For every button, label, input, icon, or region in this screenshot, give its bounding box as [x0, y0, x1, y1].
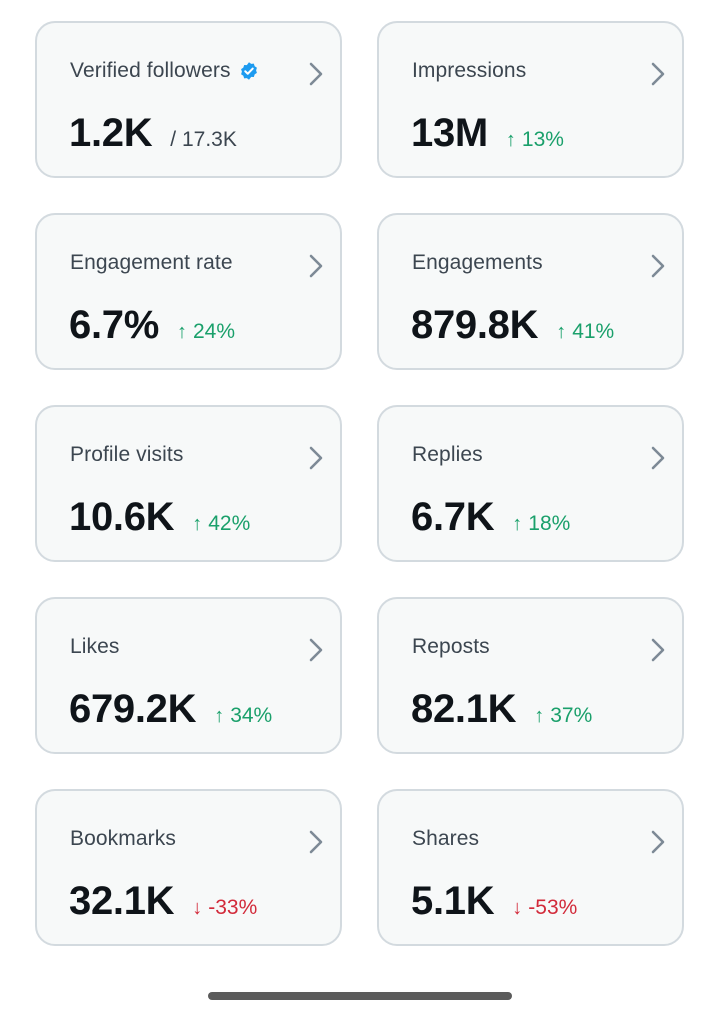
- card-label: Replies: [412, 443, 483, 466]
- card-value: 10.6K: [69, 495, 175, 539]
- chevron-right-icon[interactable]: [650, 61, 666, 87]
- card-delta: ↓ -33%: [192, 896, 257, 920]
- card-delta: ↑ 41%: [556, 320, 614, 344]
- card-value-row: 10.6K ↑ 42%: [69, 495, 250, 540]
- card-delta: ↑ 18%: [512, 512, 570, 536]
- card-label: Shares: [412, 827, 480, 850]
- arrow-up-icon: ↑: [192, 513, 203, 535]
- card-verified-followers[interactable]: Verified followers 1.2K / 17.3K: [35, 21, 342, 178]
- chevron-right-icon[interactable]: [650, 253, 666, 279]
- card-impressions[interactable]: Impressions 13M ↑ 13%: [377, 21, 684, 178]
- card-delta: ↑ 24%: [177, 320, 235, 344]
- card-value: 679.2K: [69, 687, 197, 731]
- card-value: 6.7%: [69, 303, 159, 347]
- arrow-up-icon: ↑: [176, 321, 187, 343]
- card-value: 32.1K: [69, 879, 175, 923]
- chevron-right-icon[interactable]: [308, 253, 324, 279]
- card-value-row: 5.1K ↓ -53%: [411, 879, 577, 924]
- card-label: Engagements: [412, 251, 543, 274]
- card-value-row: 879.8K ↑ 41%: [411, 303, 614, 348]
- card-engagement-rate[interactable]: Engagement rate 6.7% ↑ 24%: [35, 213, 342, 370]
- card-delta-text: 18%: [528, 512, 571, 535]
- card-label: Verified followers: [70, 59, 231, 82]
- card-delta: ↑ 34%: [214, 704, 272, 728]
- chevron-right-icon[interactable]: [650, 829, 666, 855]
- arrow-down-icon: ↓: [192, 897, 203, 919]
- card-label: Reposts: [412, 635, 490, 658]
- card-delta: ↑ 42%: [192, 512, 250, 536]
- card-delta-text: 37%: [550, 704, 593, 727]
- card-value-row: 679.2K ↑ 34%: [69, 687, 272, 732]
- card-likes[interactable]: Likes 679.2K ↑ 34%: [35, 597, 342, 754]
- card-label: Bookmarks: [70, 827, 176, 850]
- card-delta: ↑ 13%: [506, 128, 564, 152]
- card-label: Likes: [70, 635, 120, 658]
- card-delta-text: 41%: [572, 320, 615, 343]
- card-value-row: 32.1K ↓ -33%: [69, 879, 257, 924]
- card-replies[interactable]: Replies 6.7K ↑ 18%: [377, 405, 684, 562]
- chevron-right-icon[interactable]: [308, 829, 324, 855]
- card-label: Engagement rate: [70, 251, 233, 274]
- card-delta: ↑ 37%: [534, 704, 592, 728]
- card-value: 5.1K: [411, 879, 495, 923]
- card-value-row: 6.7K ↑ 18%: [411, 495, 570, 540]
- card-bookmarks[interactable]: Bookmarks 32.1K ↓ -33%: [35, 789, 342, 946]
- arrow-up-icon: ↑: [214, 705, 225, 727]
- card-label: Impressions: [412, 59, 527, 82]
- card-delta-text: -53%: [528, 896, 578, 919]
- card-value: 13M: [411, 111, 488, 155]
- chevron-right-icon[interactable]: [308, 637, 324, 663]
- card-label: Profile visits: [70, 443, 184, 466]
- card-delta-text: 24%: [192, 320, 236, 343]
- verified-badge-icon: [240, 62, 257, 80]
- card-delta-text: -33%: [208, 896, 258, 919]
- card-shares[interactable]: Shares 5.1K ↓ -53%: [377, 789, 684, 946]
- chevron-right-icon[interactable]: [308, 61, 324, 87]
- card-value-row: 82.1K ↑ 37%: [411, 687, 592, 732]
- home-indicator[interactable]: [208, 992, 512, 1000]
- card-delta-text: 34%: [230, 704, 273, 727]
- card-delta-text: 42%: [208, 512, 251, 535]
- card-value-row: 6.7% ↑ 24%: [69, 303, 235, 348]
- arrow-up-icon: ↑: [512, 513, 523, 535]
- card-value: 6.7K: [411, 495, 495, 539]
- card-sub-total: / 17.3K: [170, 128, 237, 151]
- card-profile-visits[interactable]: Profile visits 10.6K ↑ 42%: [35, 405, 342, 562]
- card-engagements[interactable]: Engagements 879.8K ↑ 41%: [377, 213, 684, 370]
- card-value-row: 13M ↑ 13%: [411, 111, 564, 156]
- card-delta-text: 13%: [521, 128, 564, 151]
- arrow-up-icon: ↑: [505, 129, 516, 151]
- chevron-right-icon[interactable]: [650, 637, 666, 663]
- chevron-right-icon[interactable]: [650, 445, 666, 471]
- card-reposts[interactable]: Reposts 82.1K ↑ 37%: [377, 597, 684, 754]
- arrow-up-icon: ↑: [534, 705, 545, 727]
- arrow-up-icon: ↑: [556, 321, 567, 343]
- card-value: 1.2K: [69, 111, 153, 155]
- arrow-down-icon: ↓: [512, 897, 523, 919]
- card-label-wrap: Verified followers: [70, 59, 259, 83]
- card-value: 879.8K: [411, 303, 539, 347]
- card-value-row: 1.2K / 17.3K: [69, 111, 237, 156]
- card-value: 82.1K: [411, 687, 517, 731]
- card-delta: ↓ -53%: [512, 896, 577, 920]
- chevron-right-icon[interactable]: [308, 445, 324, 471]
